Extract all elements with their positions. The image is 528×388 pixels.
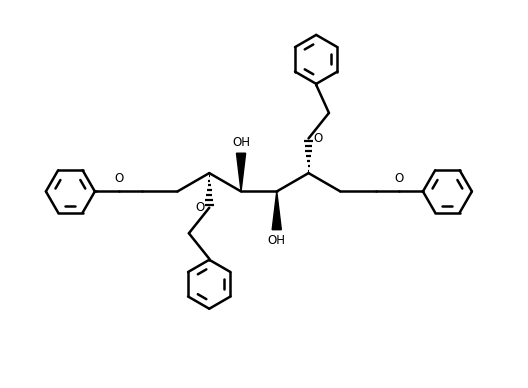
Text: O: O xyxy=(195,201,205,214)
Polygon shape xyxy=(237,153,246,191)
Text: OH: OH xyxy=(268,234,286,247)
Text: O: O xyxy=(394,172,403,185)
Text: O: O xyxy=(313,132,323,145)
Polygon shape xyxy=(272,191,281,230)
Text: OH: OH xyxy=(232,136,250,149)
Text: O: O xyxy=(114,172,124,185)
